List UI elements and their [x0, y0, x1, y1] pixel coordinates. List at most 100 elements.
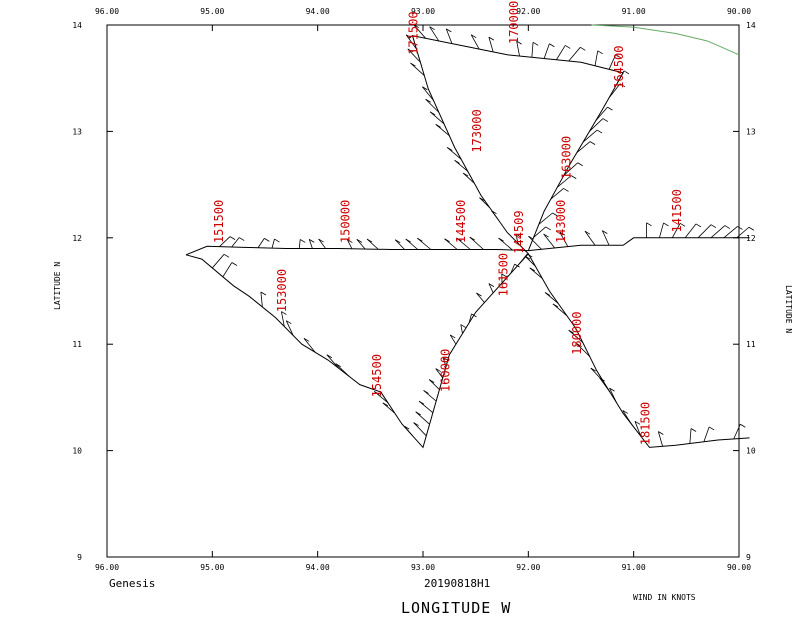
wind-barb-flag: [532, 41, 539, 46]
wind-barb-flag: [491, 210, 497, 215]
time-label: 163000: [559, 136, 573, 179]
wind-barb-staff: [533, 226, 546, 238]
wind-barb-staff: [405, 34, 417, 50]
wind-barb-flag: [577, 162, 583, 167]
wind-barb-flag: [366, 238, 373, 243]
wind-barb-flag: [413, 24, 419, 29]
wind-barb-flag: [570, 175, 577, 179]
wind-barb-staff: [429, 26, 440, 42]
wind-barb-flag: [223, 253, 230, 258]
time-label: 171500: [407, 11, 421, 54]
wind-barb-staff: [589, 118, 604, 132]
wind-barb-staff: [594, 50, 599, 66]
x-tick-label-bottom: 90.00: [727, 563, 751, 572]
wind-barb-flag: [347, 239, 353, 243]
time-label: 143000: [554, 200, 568, 243]
wind-barb-staff: [415, 411, 430, 425]
x-tick-label-bottom: 91.00: [622, 563, 646, 572]
y-axis-label-left: LATITUDE N: [53, 262, 62, 310]
wind-barb-flag: [318, 238, 324, 243]
wind-barb-staff: [356, 239, 366, 250]
wind-barb-staff: [231, 237, 240, 248]
wind-barb-flag: [422, 86, 428, 91]
x-tick-label-top: 96.00: [95, 7, 119, 16]
wind-barb-staff: [460, 324, 463, 334]
wind-barb-staff: [318, 238, 326, 249]
wind-barb-flag: [526, 253, 533, 258]
time-label: 173000: [470, 109, 484, 152]
wind-barb-flag: [529, 267, 536, 272]
wind-barb-staff: [418, 400, 434, 414]
wind-barb-flag: [444, 238, 450, 243]
time-label: 144509: [512, 210, 526, 253]
wind-barb-flag: [602, 230, 608, 234]
wind-barb-staff: [212, 254, 225, 269]
wind-barb-flag: [597, 50, 603, 55]
wind-barb-staff: [222, 262, 233, 278]
wind-barb-staff: [609, 387, 617, 403]
x-tick-label-bottom: 93.00: [411, 563, 435, 572]
time-label: 150000: [338, 200, 352, 243]
wind-barb-staff: [599, 377, 611, 393]
y-tick-label-right: 9: [746, 553, 751, 562]
wind-barb-flag: [602, 118, 609, 122]
flight-track-segment: [411, 34, 624, 255]
wind-barb-staff: [271, 238, 275, 249]
wind-barb-staff: [488, 36, 494, 53]
wind-barb-staff: [538, 212, 553, 225]
wind-barb-staff: [608, 54, 617, 70]
wind-barb-flag: [450, 334, 456, 339]
wind-barb-flag: [584, 230, 591, 235]
wind-barb-staff: [394, 239, 405, 250]
x-tick-label-bottom: 96.00: [95, 563, 119, 572]
wind-barb-flag: [356, 239, 363, 243]
wind-barb-staff: [468, 313, 472, 324]
wind-barb-flag: [695, 223, 702, 228]
wind-barb-flag: [623, 70, 630, 75]
flight-track-segment: [185, 237, 750, 256]
wind-barb-staff: [557, 175, 572, 188]
wind-barb-staff: [531, 42, 534, 58]
wind-barb-staff: [407, 48, 421, 63]
y-tick-label-left: 9: [77, 553, 82, 562]
wind-barb-staff: [684, 223, 697, 239]
wind-barb-flag: [599, 377, 605, 382]
wind-barb-staff: [576, 343, 591, 357]
wind-barb-staff: [544, 292, 559, 304]
wind-barb-staff: [476, 292, 485, 303]
wind-barb-staff: [456, 237, 471, 250]
wind-barb-staff: [671, 223, 681, 238]
wind-barb-staff: [622, 410, 633, 425]
time-label-layer: 151500 150000 144500 141500 143000 1445091615…: [212, 1, 684, 445]
wind-barb-staff: [697, 224, 712, 239]
wind-barb-staff: [519, 253, 528, 264]
wind-barb-flag: [710, 224, 717, 229]
wind-barb-flag: [303, 337, 310, 342]
wind-barb-staff: [550, 188, 564, 200]
wind-barb-staff: [582, 129, 598, 143]
flight-track-segment: [185, 253, 529, 449]
wind-barb-flag: [679, 222, 686, 227]
footer-date-label: 20190818H1: [424, 577, 490, 590]
y-tick-label-right: 14: [746, 21, 756, 30]
wind-barb-flag: [658, 431, 664, 435]
x-tick-label-top: 92.00: [516, 7, 540, 16]
wind-barb-flag: [590, 367, 597, 372]
wind-barb-flag: [748, 226, 755, 231]
wind-barb-staff: [303, 338, 316, 353]
y-tick-label-left: 14: [72, 21, 82, 30]
footer-wind-units: WIND IN KNOTS: [633, 593, 696, 602]
wind-barb-staff: [298, 239, 301, 249]
wind-barb-staff: [659, 222, 664, 238]
wind-barb-flag: [382, 402, 389, 407]
y-axis-label-right: LATITUDE N: [784, 285, 793, 333]
wind-barb-flag: [405, 34, 412, 39]
wind-barb-staff: [703, 426, 710, 442]
wind-barb-flag: [559, 231, 566, 236]
wind-barb-flag: [407, 48, 413, 53]
time-label: 153000: [275, 269, 289, 312]
wind-barb-flag: [488, 283, 495, 287]
time-label: 141500: [670, 189, 684, 232]
wind-barb-flag: [326, 354, 333, 359]
wind-barb-layer: [212, 24, 755, 447]
